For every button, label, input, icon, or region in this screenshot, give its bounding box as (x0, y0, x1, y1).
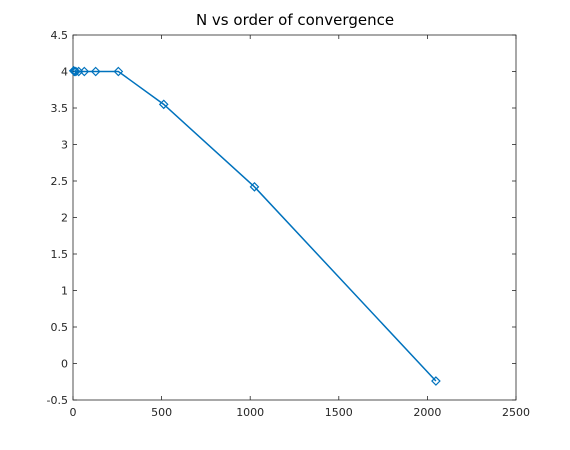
chart-title: N vs order of convergence (196, 11, 394, 29)
data-point-marker (69, 66, 80, 77)
y-tick-label: 4.5 (51, 29, 69, 42)
x-tick-label: 2500 (502, 406, 530, 419)
data-point-marker (79, 66, 90, 77)
x-tick-label: 2000 (413, 406, 441, 419)
y-tick-label: -0.5 (47, 394, 68, 407)
y-tick-label: 2 (61, 212, 68, 225)
y-tick-label: 1.5 (51, 248, 69, 261)
y-tick-label: 2.5 (51, 175, 69, 188)
data-point-marker (158, 99, 169, 110)
data-point-marker (249, 181, 260, 192)
y-tick-label: 3 (61, 139, 68, 152)
data-point-marker (431, 376, 441, 386)
y-tick-label: 4 (61, 66, 68, 79)
y-tick-label: 0 (61, 358, 68, 371)
y-tick-label: 0.5 (51, 321, 69, 334)
data-point-marker (70, 66, 81, 77)
y-tick-label: 3.5 (51, 102, 69, 115)
y-tick-label: 1 (61, 285, 68, 298)
x-tick-label: 500 (151, 406, 172, 419)
data-point-marker (90, 66, 101, 77)
data-point-marker (113, 66, 124, 77)
x-tick-label: 1500 (325, 406, 353, 419)
axes: 0 500 1000 1500 2000 2500-0.500.511.522.533.5… (47, 29, 530, 419)
plot-area (68, 65, 441, 386)
x-tick-label: 0 (70, 406, 77, 419)
axes-box (72, 34, 517, 401)
x-tick-label: 1000 (236, 406, 264, 419)
